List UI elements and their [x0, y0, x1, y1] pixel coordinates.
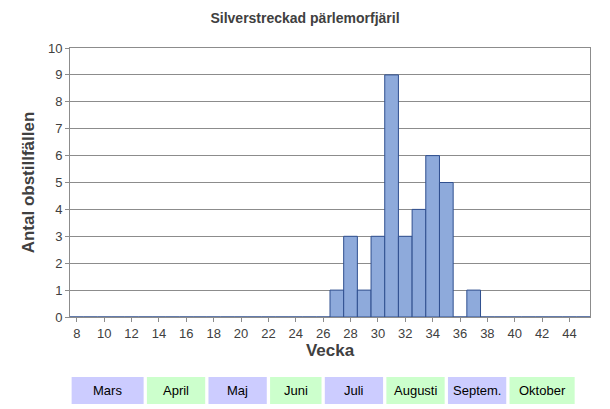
svg-text:Juli: Juli [344, 383, 364, 398]
svg-text:34: 34 [425, 326, 439, 341]
svg-text:Oktober: Oktober [519, 383, 566, 398]
svg-text:44: 44 [562, 326, 576, 341]
svg-text:22: 22 [261, 326, 275, 341]
svg-text:8: 8 [55, 94, 62, 109]
svg-text:Silverstreckad pärlemorfjäril: Silverstreckad pärlemorfjäril [210, 10, 399, 26]
svg-text:8: 8 [73, 326, 80, 341]
svg-text:26: 26 [316, 326, 330, 341]
svg-text:Juni: Juni [284, 383, 308, 398]
svg-text:April: April [163, 383, 189, 398]
svg-text:10: 10 [97, 326, 111, 341]
svg-text:6: 6 [55, 148, 62, 163]
svg-text:Augusti: Augusti [394, 383, 437, 398]
svg-text:38: 38 [480, 326, 494, 341]
svg-text:4: 4 [55, 202, 62, 217]
svg-text:5: 5 [55, 175, 62, 190]
svg-text:30: 30 [371, 326, 385, 341]
svg-text:1: 1 [55, 283, 62, 298]
svg-text:Maj: Maj [227, 383, 248, 398]
svg-text:14: 14 [152, 326, 166, 341]
svg-text:3: 3 [55, 229, 62, 244]
svg-text:12: 12 [124, 326, 138, 341]
svg-text:18: 18 [206, 326, 220, 341]
svg-text:36: 36 [453, 326, 467, 341]
svg-text:Mars: Mars [93, 383, 122, 398]
svg-text:20: 20 [234, 326, 248, 341]
svg-text:16: 16 [179, 326, 193, 341]
svg-text:40: 40 [508, 326, 522, 341]
svg-text:32: 32 [398, 326, 412, 341]
svg-text:7: 7 [55, 121, 62, 136]
svg-text:10: 10 [48, 41, 62, 56]
svg-text:Antal obstillfällen: Antal obstillfällen [19, 112, 38, 254]
svg-text:24: 24 [289, 326, 303, 341]
svg-text:42: 42 [535, 326, 549, 341]
svg-text:2: 2 [55, 256, 62, 271]
svg-text:9: 9 [55, 67, 62, 82]
svg-text:0: 0 [55, 310, 62, 325]
svg-text:28: 28 [343, 326, 357, 341]
svg-text:Vecka: Vecka [306, 341, 355, 360]
svg-text:Septem.: Septem. [453, 383, 501, 398]
